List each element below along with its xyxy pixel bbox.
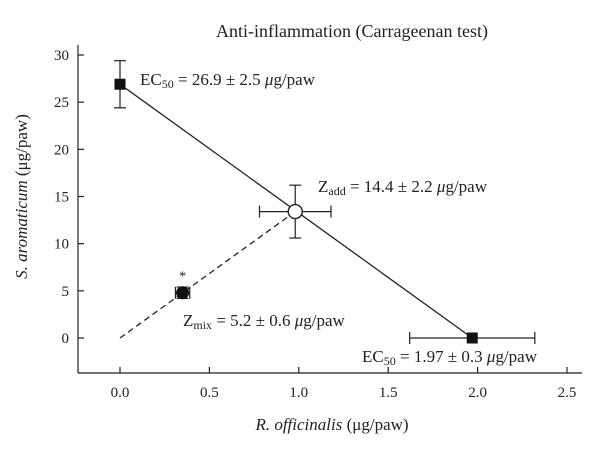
annotation-unit-mu: μ (264, 70, 274, 89)
mix-dashed-line (119, 211, 296, 339)
x-axis-label-unit: (μg/paw) (342, 415, 408, 434)
annotation-unit-mu: μ (436, 177, 446, 196)
ec50-x-label: EC50 = 1.97 ± 0.3 μg/paw (362, 347, 538, 368)
x-tick-label: 2.0 (468, 385, 487, 401)
ec50-y-label: EC50 = 26.9 ± 2.5 μg/paw (140, 70, 316, 91)
annotation-value: = 1.97 ± 0.3 (396, 347, 487, 366)
annotation-symbol: EC (362, 347, 384, 366)
y-tick-label: 30 (54, 48, 69, 64)
annotation-unit: g/paw (495, 347, 537, 366)
significance-marker: * (179, 270, 186, 285)
data-point-ec50-x (466, 332, 478, 344)
annotation-unit-mu: μ (486, 347, 496, 366)
y-tick-label: 10 (54, 237, 69, 253)
annotation-subscript: add (328, 184, 345, 198)
x-tick-label: 1.0 (289, 385, 308, 401)
x-axis-label-italic: R. officinalis (254, 415, 342, 434)
annotation-value: = 26.9 ± 2.5 (174, 70, 265, 89)
annotation-unit-mu: μ (294, 311, 304, 330)
y-tick-label: 20 (54, 142, 69, 158)
x-tick-label: 0.0 (111, 385, 130, 401)
x-axis-label: R. officinalis (μg/paw) (254, 415, 408, 434)
chart-title: Anti-inflammation (Carrageenan test) (216, 21, 488, 42)
y-axis-label: S. aromaticum (μg/paw) (12, 114, 31, 279)
annotation-unit: g/paw (303, 311, 345, 330)
annotation-value: = 14.4 ± 2.2 (346, 177, 437, 196)
annotation-subscript: 50 (384, 354, 396, 368)
y-axis-label-italic: S. aromaticum (12, 180, 31, 279)
annotation-unit: g/paw (445, 177, 487, 196)
annotation-symbol: EC (140, 70, 162, 89)
data-point-z-add (287, 203, 303, 220)
annotation-unit: g/paw (273, 70, 315, 89)
z-mix-label: Zmix = 5.2 ± 0.6 μg/paw (183, 311, 346, 332)
y-tick-label: 15 (54, 190, 69, 206)
y-axis-label-unit: (μg/paw) (12, 114, 31, 180)
z-add-label: Zadd = 14.4 ± 2.2 μg/paw (318, 177, 488, 198)
x-tick-label: 0.5 (200, 385, 219, 401)
data-point-ec50-y (114, 78, 126, 90)
annotation-value: = 5.2 ± 0.6 (212, 311, 295, 330)
plot-area: 0.0 0.5 1.0 1.5 2.0 2.5 0 5 10 15 20 25 30 R. officin… (12, 45, 582, 434)
y-tick-label: 25 (54, 95, 69, 111)
annotation-symbol: Z (183, 311, 193, 330)
x-tick-label: 1.5 (379, 385, 398, 401)
annotation-symbol: Z (318, 177, 328, 196)
annotation-subscript: 50 (162, 77, 174, 91)
data-point-z-mix (176, 286, 190, 300)
y-tick-label: 0 (62, 331, 70, 347)
annotation-subscript: mix (193, 318, 212, 332)
y-tick-label: 5 (62, 284, 70, 300)
x-tick-label: 2.5 (558, 385, 577, 401)
